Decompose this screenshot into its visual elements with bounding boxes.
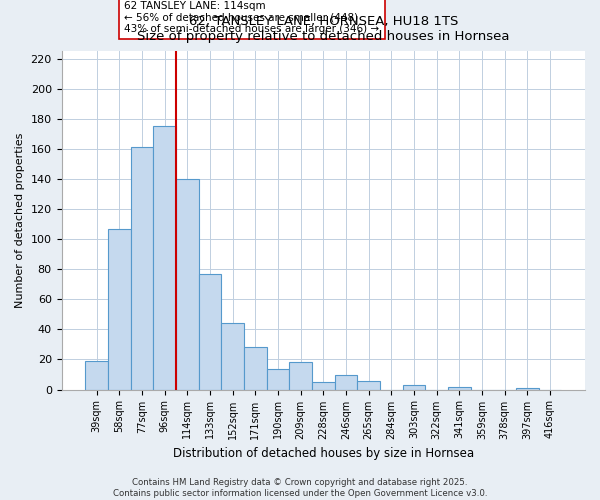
X-axis label: Distribution of detached houses by size in Hornsea: Distribution of detached houses by size …	[173, 447, 474, 460]
Title: 62, TANSLEY LANE, HORNSEA, HU18 1TS
Size of property relative to detached houses: 62, TANSLEY LANE, HORNSEA, HU18 1TS Size…	[137, 15, 509, 43]
Bar	[221, 324, 244, 390]
Text: Contains HM Land Registry data © Crown copyright and database right 2025.
Contai: Contains HM Land Registry data © Crown c…	[113, 478, 487, 498]
Bar	[289, 362, 312, 390]
Bar	[244, 348, 266, 390]
Bar	[335, 374, 357, 390]
Bar	[357, 380, 380, 390]
Bar	[176, 179, 199, 390]
Text: 62 TANSLEY LANE: 114sqm
← 56% of detached houses are smaller (448)
43% of semi-d: 62 TANSLEY LANE: 114sqm ← 56% of detache…	[124, 1, 379, 34]
Bar	[108, 228, 131, 390]
Bar	[154, 126, 176, 390]
Bar	[448, 386, 470, 390]
Bar	[312, 382, 335, 390]
Bar	[266, 368, 289, 390]
Bar	[403, 385, 425, 390]
Y-axis label: Number of detached properties: Number of detached properties	[15, 132, 25, 308]
Bar	[516, 388, 539, 390]
Bar	[85, 361, 108, 390]
Bar	[199, 274, 221, 390]
Bar	[131, 148, 154, 390]
